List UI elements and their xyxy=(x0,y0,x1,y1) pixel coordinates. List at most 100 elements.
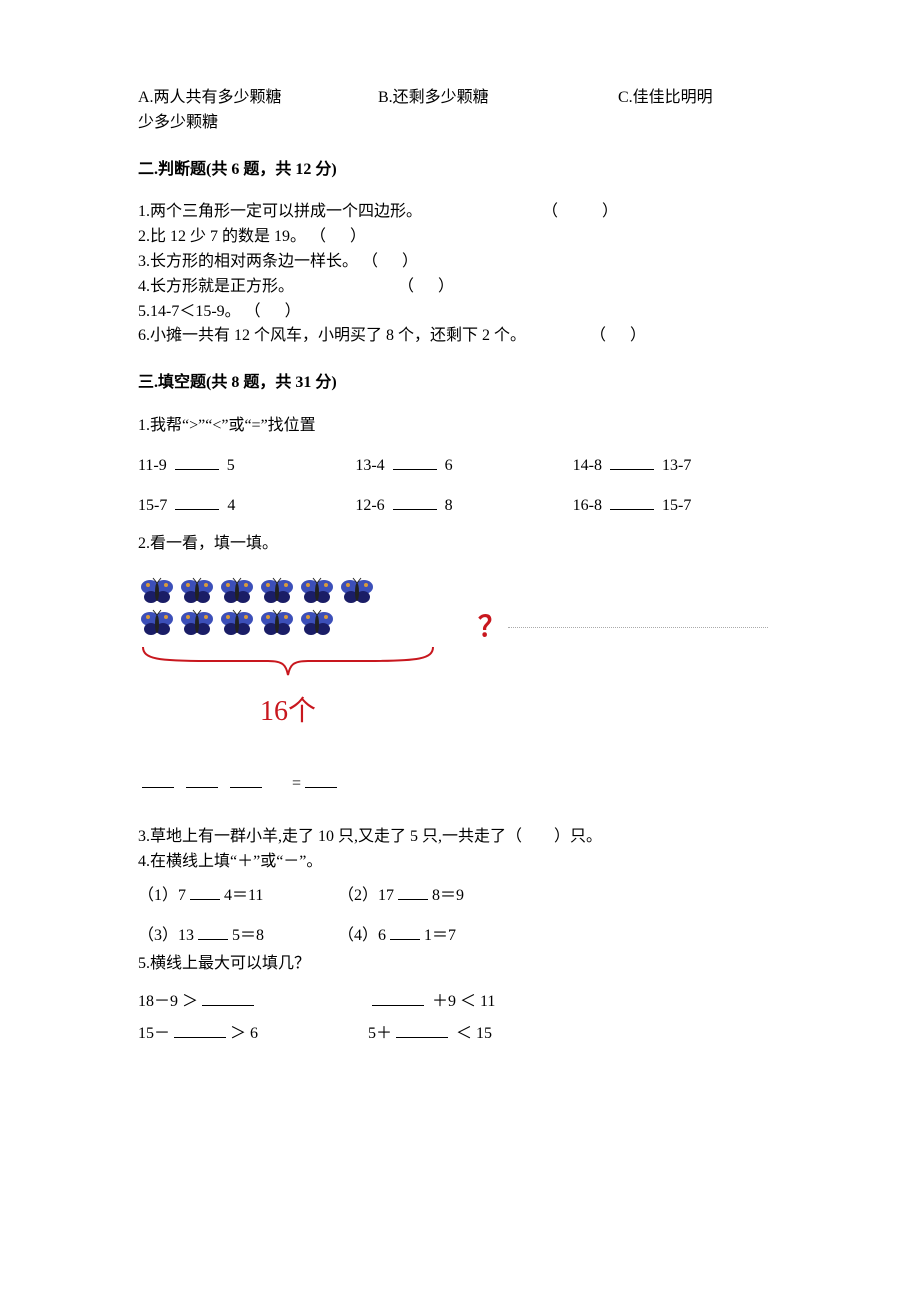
q4-row-1: （1）7 4＝11 （2）178＝9 xyxy=(138,883,790,909)
compare-blank[interactable] xyxy=(175,493,219,510)
butterfly-icon xyxy=(178,577,216,607)
q4-3-right: 5＝8 xyxy=(232,927,264,944)
q1-r2-c2: 12-6 8 xyxy=(355,493,572,519)
tf-item-4: 4.长方形就是正方形。 （ ） xyxy=(138,275,790,300)
q5-prompt: 5.横线上最大可以填几？ xyxy=(138,952,790,977)
tf-item-4-text: 4.长方形就是正方形。 xyxy=(138,278,294,295)
eq-blank[interactable] xyxy=(305,771,337,788)
option-c: C.佳佳比明明 xyxy=(618,86,768,111)
tf-item-2-text: 2.比 12 少 7 的数是 19。 xyxy=(138,228,306,245)
expr-right: 13-7 xyxy=(662,457,691,474)
total-count-label: 16个 xyxy=(138,690,438,733)
butterfly-icon xyxy=(298,609,336,639)
butterfly-icon xyxy=(138,577,176,607)
eq-blank[interactable] xyxy=(230,771,262,788)
butterfly-icon xyxy=(178,609,216,639)
brace-icon xyxy=(138,645,478,688)
q4-item-3: （3）13 5＝8 xyxy=(138,923,338,949)
q1-row-1: 11-9 5 13-4 6 14-8 13-7 xyxy=(138,453,790,479)
tf-item-3: 3.长方形的相对两条边一样长。 （ ） xyxy=(138,250,790,275)
question-mark-icon: ？ xyxy=(478,605,506,648)
q4-row-2: （3）13 5＝8 （4）6 1＝7 xyxy=(138,923,790,949)
q5-r2-b: 5＋ ＜ 15 xyxy=(368,1021,492,1047)
q5-row-1: 18－9 ＞ ＋9 ＜ 11 xyxy=(138,989,790,1015)
q5-r1-b: ＋9 ＜ 11 xyxy=(368,989,495,1015)
answer-paren[interactable]: （ ） xyxy=(542,203,622,220)
dotted-guide-line xyxy=(508,627,768,628)
num-blank[interactable] xyxy=(174,1021,226,1038)
expr-right: 5 xyxy=(227,457,235,474)
q2-figure: ？ 16个 xyxy=(138,577,478,733)
section-3-title: 三.填空题(共 8 题，共 31 分) xyxy=(138,371,790,396)
expr-left: 11-9 xyxy=(138,457,167,474)
tf-item-5-text: 5.14-7＜15-9。 xyxy=(138,303,241,320)
tf-item-6-text: 6.小摊一共有 12 个风车，小明买了 8 个，还剩下 2 个。 xyxy=(138,327,526,344)
q3-text: 3.草地上有一群小羊,走了 10 只,又走了 5 只,一共走了（ ）只。 xyxy=(138,825,790,850)
expr-left: 15-7 xyxy=(138,497,167,514)
op-blank[interactable] xyxy=(390,923,420,940)
q1-prompt: 1.我帮“>”“<”或“=”找位置 xyxy=(138,414,790,439)
answer-paren[interactable]: （ ） xyxy=(310,228,370,245)
q5-r1-a: 18－9 ＞ xyxy=(138,989,368,1015)
answer-paren[interactable]: （ ） xyxy=(245,303,305,320)
tf-item-2: 2.比 12 少 7 的数是 19。 （ ） xyxy=(138,225,790,250)
expr-left: 14-8 xyxy=(573,457,602,474)
butterfly-icon xyxy=(258,577,296,607)
option-c-continued: 少多少颗糖 xyxy=(138,111,790,136)
answer-paren[interactable]: （ ） xyxy=(362,253,422,270)
q1-r1-c2: 13-4 6 xyxy=(355,453,572,479)
butterfly-icon xyxy=(218,609,256,639)
q5-r2-a-left: 15－ xyxy=(138,1025,170,1042)
q1-row-2: 15-7 4 12-6 8 16-8 15-7 xyxy=(138,493,790,519)
tf-item-6: 6.小摊一共有 12 个风车，小明买了 8 个，还剩下 2 个。 （ ） xyxy=(138,324,790,349)
tf-item-1-text: 1.两个三角形一定可以拼成一个四边形。 xyxy=(138,203,422,220)
tf-item-5: 5.14-7＜15-9。 （ ） xyxy=(138,300,790,325)
num-blank[interactable] xyxy=(372,989,424,1006)
q5-r1-b-tail: ＋9 ＜ 11 xyxy=(428,993,495,1010)
tf-item-3-text: 3.长方形的相对两条边一样长。 xyxy=(138,253,358,270)
compare-blank[interactable] xyxy=(610,493,654,510)
butterfly-row-1 xyxy=(138,577,478,607)
expr-left: 13-4 xyxy=(355,457,384,474)
expr-right: 8 xyxy=(445,497,453,514)
op-blank[interactable] xyxy=(398,883,428,900)
q4-1-left: （1）7 xyxy=(138,887,186,904)
compare-blank[interactable] xyxy=(610,453,654,470)
expr-right: 6 xyxy=(445,457,453,474)
q4-item-2: （2）178＝9 xyxy=(338,883,464,909)
answer-paren[interactable]: （ ） xyxy=(398,278,458,295)
q5-r2-b-left: 5＋ xyxy=(368,1025,392,1042)
worksheet-page: A.两人共有多少颗糖 B.还剩多少颗糖 C.佳佳比明明 少多少颗糖 二.判断题(… xyxy=(0,0,920,1107)
compare-blank[interactable] xyxy=(393,453,437,470)
butterfly-icon xyxy=(138,609,176,639)
q4-1-right: 4＝11 xyxy=(224,887,263,904)
butterfly-icon xyxy=(258,609,296,639)
eq-blank[interactable] xyxy=(142,771,174,788)
op-blank[interactable] xyxy=(190,883,220,900)
compare-blank[interactable] xyxy=(175,453,219,470)
q1-r2-c1: 15-7 4 xyxy=(138,493,355,519)
equals-sign: = xyxy=(292,775,301,792)
num-blank[interactable] xyxy=(396,1021,448,1038)
expr-right: 4 xyxy=(227,497,235,514)
compare-blank[interactable] xyxy=(393,493,437,510)
section-2-title: 二.判断题(共 6 题，共 12 分) xyxy=(138,158,790,183)
num-blank[interactable] xyxy=(202,989,254,1006)
expr-right: 15-7 xyxy=(662,497,691,514)
q4-4-right: 1＝7 xyxy=(424,927,456,944)
q2-equation-blanks: = xyxy=(138,771,790,797)
butterfly-icon xyxy=(298,577,336,607)
option-a: A.两人共有多少颗糖 xyxy=(138,86,378,111)
op-blank[interactable] xyxy=(198,923,228,940)
q4-2-left: （2）17 xyxy=(338,887,394,904)
q5-r1-a-left: 18－9 ＞ xyxy=(138,993,198,1010)
expr-left: 16-8 xyxy=(573,497,602,514)
q4-4-left: （4）6 xyxy=(338,927,386,944)
option-b: B.还剩多少颗糖 xyxy=(378,86,618,111)
q1-r1-c3: 14-8 13-7 xyxy=(573,453,790,479)
eq-blank[interactable] xyxy=(186,771,218,788)
mc-options: A.两人共有多少颗糖 B.还剩多少颗糖 C.佳佳比明明 少多少颗糖 xyxy=(138,86,790,136)
q1-r1-c1: 11-9 5 xyxy=(138,453,355,479)
q4-3-left: （3）13 xyxy=(138,927,194,944)
answer-paren[interactable]: （ ） xyxy=(590,327,650,344)
